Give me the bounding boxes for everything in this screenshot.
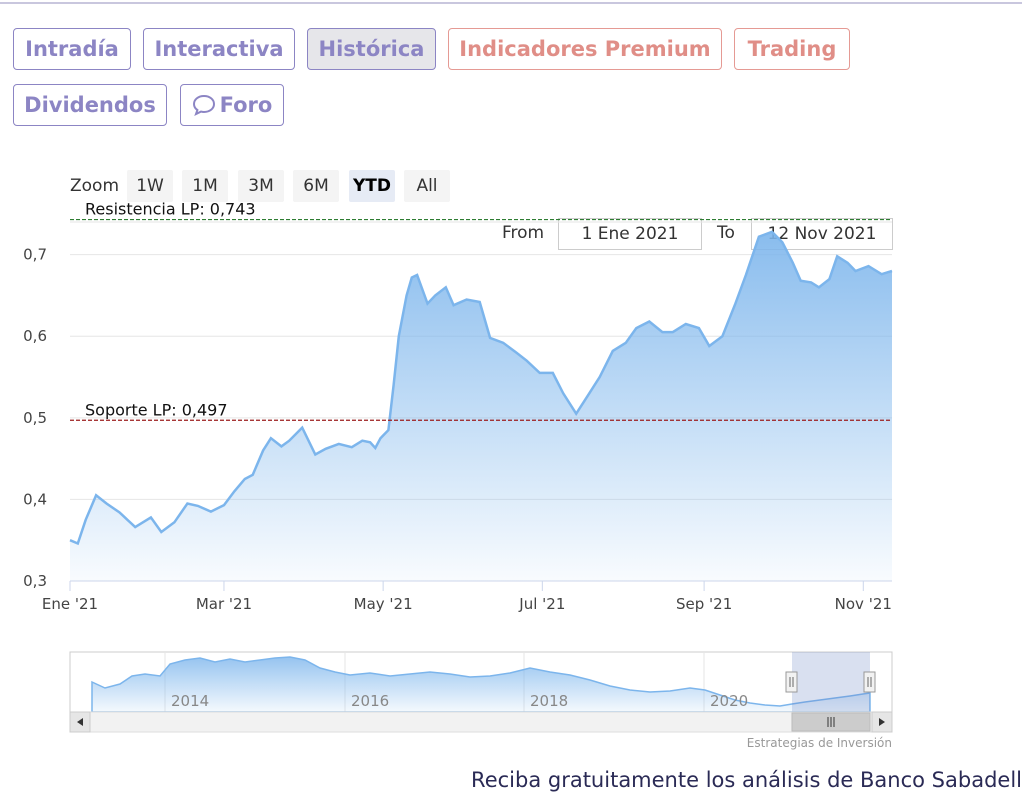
y-tick-label: 0,6 (23, 327, 47, 345)
x-tick-label: Mar '21 (196, 595, 252, 613)
tab-label: Trading (747, 37, 837, 61)
x-tick-label: May '21 (354, 595, 413, 613)
series-line (69, 230, 893, 546)
navigator-year-label: 2020 (710, 692, 748, 710)
tab-label: Histórica (318, 37, 425, 61)
scrollbar-left-button[interactable] (69, 711, 91, 733)
scroll-right-arrow-icon (879, 718, 885, 726)
tab-label: Foro (219, 93, 273, 117)
zoom-6m-button[interactable]: 6M (293, 170, 339, 202)
x-tick-label: Jul '21 (518, 595, 565, 613)
range-from-label: From (502, 223, 545, 243)
range-from-input[interactable]: 1 Ene 2021 (558, 218, 702, 250)
navigator[interactable]: 2014 2016 2018 2020 (69, 651, 893, 713)
scrollbar-thumb[interactable] (791, 712, 871, 732)
tab-intradia[interactable]: Intradía (13, 28, 131, 70)
x-tick-label: Ene '21 (42, 595, 98, 613)
tab-label: Intradía (25, 37, 119, 61)
y-tick-label: 0,3 (23, 572, 47, 590)
navigator-handle-right[interactable] (863, 671, 876, 693)
navigator-series (91, 656, 871, 713)
tab-trading[interactable]: Trading (734, 28, 850, 70)
tab-indicadores-premium[interactable]: Indicadores Premium (448, 28, 722, 70)
chart-credit[interactable]: Estrategias de Inversión (746, 736, 892, 750)
range-to-input[interactable]: 12 Nov 2021 (751, 218, 893, 250)
navigator-year-label: 2014 (171, 692, 209, 710)
zoom-1m-button[interactable]: 1M (182, 170, 228, 202)
x-tick-label: Nov '21 (835, 595, 892, 613)
resistance-label: Resistencia LP: 0,743 (85, 200, 256, 219)
series-area (70, 231, 892, 582)
y-tick-label: 0,7 (23, 246, 47, 264)
zoom-all-button[interactable]: All (404, 170, 450, 202)
tab-historica[interactable]: Histórica (307, 28, 436, 70)
tab-label: Interactiva (154, 37, 284, 61)
zoom-ytd-button[interactable]: YTD (349, 170, 395, 202)
x-tick-label: Sep '21 (676, 595, 732, 613)
tab-foro[interactable]: Foro (180, 84, 284, 126)
navigator-selection[interactable] (792, 652, 870, 712)
chat-bubble-icon (192, 94, 215, 116)
top-divider (0, 2, 1022, 4)
tab-dividendos[interactable]: Dividendos (13, 84, 167, 126)
cta-banner[interactable]: Reciba gratuitamente los análisis de Ban… (471, 768, 1022, 792)
y-tick-label: 0,4 (23, 490, 47, 508)
support-label: Soporte LP: 0,497 (85, 400, 228, 419)
scrollbar-right-button[interactable] (871, 711, 893, 733)
y-tick-label: 0,5 (23, 409, 47, 427)
tab-label: Indicadores Premium (459, 37, 711, 61)
tab-interactiva[interactable]: Interactiva (143, 28, 295, 70)
navigator-year-label: 2018 (530, 692, 568, 710)
scrollbar[interactable] (69, 711, 893, 733)
navigator-handle-left[interactable] (785, 671, 798, 693)
zoom-1w-button[interactable]: 1W (127, 170, 173, 202)
navigator-year-label: 2016 (351, 692, 389, 710)
range-to-label: To (717, 223, 735, 243)
tab-label: Dividendos (24, 93, 156, 117)
zoom-3m-button[interactable]: 3M (238, 170, 284, 202)
scroll-left-arrow-icon (77, 718, 83, 726)
zoom-label: Zoom (70, 176, 120, 196)
